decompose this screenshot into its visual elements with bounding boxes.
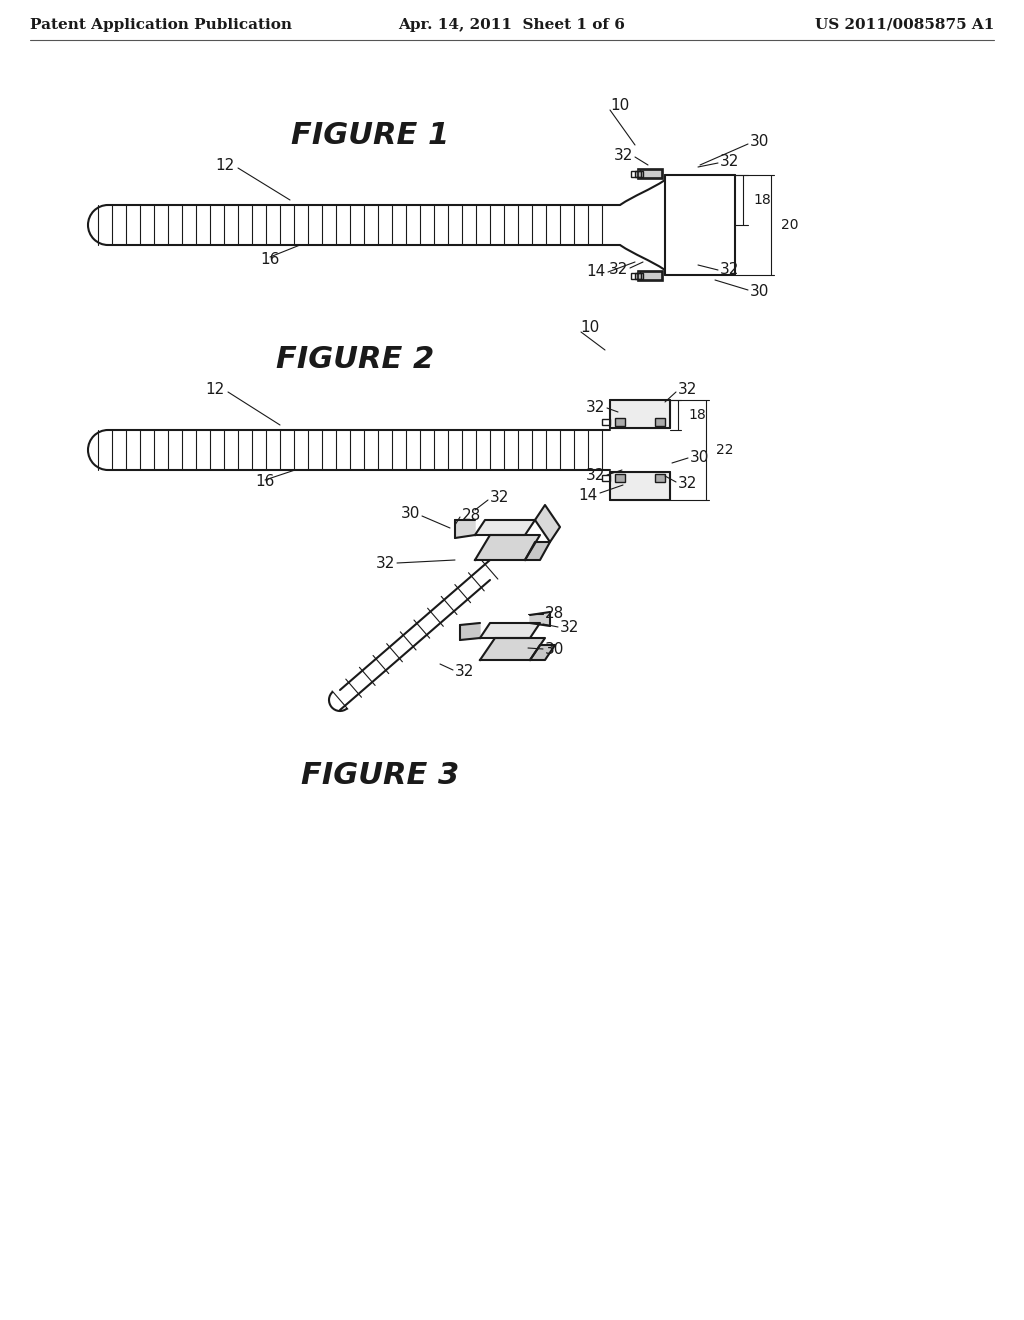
Bar [640, 272, 662, 280]
Bar [602, 418, 610, 425]
Polygon shape [460, 623, 480, 640]
Bar [640, 170, 662, 178]
Text: 32: 32 [720, 154, 739, 169]
Text: 30: 30 [750, 135, 769, 149]
Polygon shape [530, 612, 550, 626]
Text: 30: 30 [750, 285, 769, 300]
Bar [655, 418, 665, 426]
Text: 32: 32 [720, 263, 739, 277]
Text: 14: 14 [579, 487, 598, 503]
Text: 32: 32 [560, 620, 580, 635]
Text: 32: 32 [586, 467, 605, 483]
Text: 30: 30 [400, 507, 420, 521]
Text: 16: 16 [260, 252, 280, 268]
Bar [655, 474, 665, 482]
Text: US 2011/0085875 A1: US 2011/0085875 A1 [815, 18, 994, 32]
Text: 14: 14 [587, 264, 606, 280]
Polygon shape [475, 520, 535, 535]
Text: 30: 30 [545, 643, 564, 657]
Polygon shape [480, 638, 545, 660]
Bar [602, 475, 610, 480]
Text: 12: 12 [216, 157, 234, 173]
Text: FIGURE 1: FIGURE 1 [291, 120, 450, 149]
Polygon shape [610, 473, 670, 500]
Polygon shape [525, 543, 550, 560]
Text: 32: 32 [490, 491, 509, 506]
Text: FIGURE 2: FIGURE 2 [275, 346, 434, 375]
Bar [638, 169, 663, 180]
Text: 32: 32 [376, 556, 395, 570]
Text: 20: 20 [781, 218, 799, 232]
Polygon shape [475, 535, 540, 560]
Text: 12: 12 [206, 383, 225, 397]
Text: 18: 18 [688, 408, 706, 422]
Polygon shape [530, 645, 555, 660]
Text: 32: 32 [678, 477, 697, 491]
Text: 16: 16 [255, 474, 274, 490]
Text: 32: 32 [613, 148, 633, 162]
Text: FIGURE 3: FIGURE 3 [301, 760, 459, 789]
Bar [635, 172, 643, 177]
Polygon shape [610, 400, 670, 428]
Polygon shape [455, 520, 475, 539]
Text: 32: 32 [586, 400, 605, 416]
Bar [615, 418, 625, 426]
Bar [635, 273, 643, 279]
Bar [631, 172, 641, 177]
Text: 22: 22 [716, 444, 733, 457]
Bar [615, 474, 625, 482]
Text: 32: 32 [678, 383, 697, 397]
Text: 32: 32 [608, 263, 628, 277]
Polygon shape [480, 623, 540, 638]
Text: 18: 18 [753, 193, 771, 207]
Text: 32: 32 [455, 664, 474, 678]
Text: 30: 30 [690, 450, 710, 466]
Polygon shape [535, 506, 560, 543]
Text: Apr. 14, 2011  Sheet 1 of 6: Apr. 14, 2011 Sheet 1 of 6 [398, 18, 626, 32]
Text: 28: 28 [545, 606, 564, 622]
Bar [631, 273, 641, 279]
Bar [638, 271, 663, 281]
Text: 10: 10 [610, 98, 630, 112]
Text: 10: 10 [580, 321, 599, 335]
Text: Patent Application Publication: Patent Application Publication [30, 18, 292, 32]
Text: 28: 28 [462, 507, 481, 523]
